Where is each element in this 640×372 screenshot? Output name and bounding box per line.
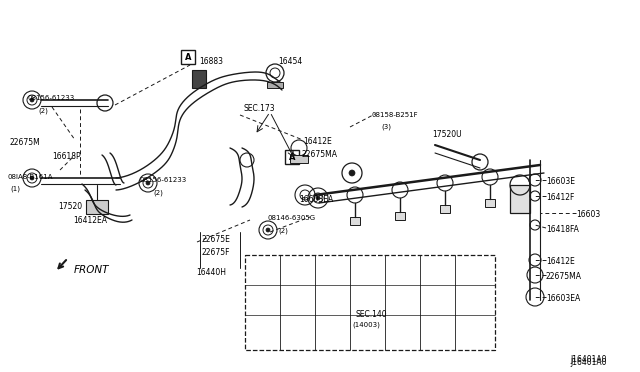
Text: (2): (2) — [153, 189, 163, 196]
Text: 16618P: 16618P — [52, 152, 81, 161]
Text: 16412E: 16412E — [546, 257, 575, 266]
Circle shape — [316, 196, 320, 200]
Text: SEC.140: SEC.140 — [355, 310, 387, 319]
Text: 16883: 16883 — [199, 57, 223, 66]
Bar — [440, 205, 450, 213]
Bar — [485, 199, 495, 207]
Circle shape — [30, 176, 34, 180]
Text: 22675MA: 22675MA — [301, 150, 337, 159]
Text: FRONT: FRONT — [74, 265, 109, 275]
Bar — [267, 82, 283, 88]
Circle shape — [266, 228, 270, 232]
Text: 16418FA: 16418FA — [546, 225, 579, 234]
Text: 08IA8-B161A: 08IA8-B161A — [8, 174, 54, 180]
Bar — [290, 155, 308, 163]
Text: 17520U: 17520U — [432, 130, 461, 139]
Text: A: A — [185, 52, 191, 61]
Bar — [395, 212, 405, 220]
Circle shape — [349, 170, 355, 176]
Bar — [86, 200, 108, 214]
Circle shape — [146, 181, 150, 185]
Text: 16454: 16454 — [278, 57, 302, 66]
Text: (2): (2) — [278, 227, 288, 234]
Text: (1): (1) — [10, 185, 20, 192]
Text: J16401A0: J16401A0 — [570, 355, 607, 364]
Bar — [181, 50, 195, 64]
Text: 17520: 17520 — [58, 202, 82, 211]
Bar — [192, 70, 206, 88]
Bar — [245, 255, 495, 350]
Text: A: A — [289, 153, 295, 161]
Text: 16412E: 16412E — [303, 137, 332, 146]
Circle shape — [30, 98, 34, 102]
Text: 16412F: 16412F — [546, 193, 574, 202]
Bar — [350, 217, 360, 225]
Text: 16603E: 16603E — [546, 177, 575, 186]
Text: 16603EA: 16603EA — [299, 195, 333, 204]
Text: 08156-61233: 08156-61233 — [28, 95, 76, 101]
Text: (2): (2) — [38, 107, 48, 113]
Text: J16401A0: J16401A0 — [570, 358, 607, 367]
Text: 08158-B251F: 08158-B251F — [372, 112, 419, 118]
Bar — [510, 185, 530, 213]
Text: 08156-61233: 08156-61233 — [140, 177, 188, 183]
Text: 22675E: 22675E — [202, 235, 231, 244]
Bar — [285, 150, 299, 164]
Text: 16603: 16603 — [576, 210, 600, 219]
Text: 16603EA: 16603EA — [546, 294, 580, 303]
Text: 22675F: 22675F — [202, 248, 230, 257]
Text: SEC.173: SEC.173 — [244, 104, 276, 113]
Text: 22675M: 22675M — [10, 138, 41, 147]
Text: (14003): (14003) — [352, 322, 380, 328]
Text: 22675MA: 22675MA — [546, 272, 582, 281]
Text: 16412EA: 16412EA — [73, 216, 107, 225]
Text: 16440H: 16440H — [196, 268, 226, 277]
Text: (3): (3) — [381, 124, 391, 131]
Text: 08146-6305G: 08146-6305G — [268, 215, 316, 221]
